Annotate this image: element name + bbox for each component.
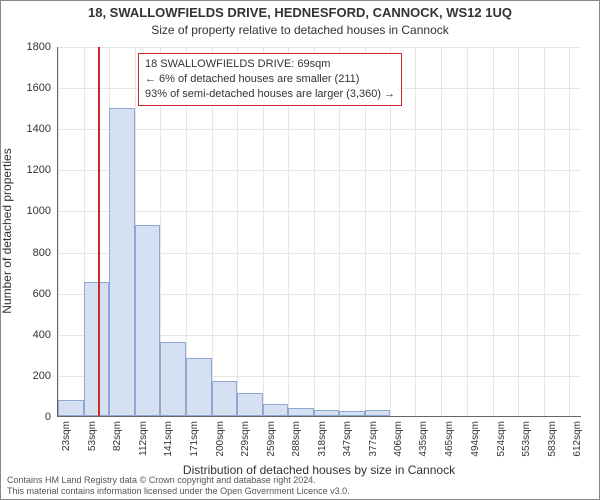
y-tick-label: 1800 xyxy=(7,41,51,53)
y-tick-label: 1400 xyxy=(7,123,51,135)
marker-line xyxy=(98,47,100,416)
footer-attribution: Contains HM Land Registry data © Crown c… xyxy=(7,475,350,497)
gridline-v xyxy=(58,47,59,416)
footer-line: Contains HM Land Registry data © Crown c… xyxy=(7,475,350,486)
y-tick-label: 800 xyxy=(7,247,51,259)
y-tick-label: 0 xyxy=(7,411,51,423)
x-tick-label: 435sqm xyxy=(418,421,429,457)
annotation-box: 18 SWALLOWFIELDS DRIVE: 69sqm← 6% of det… xyxy=(138,53,402,106)
gridline-v xyxy=(467,47,468,416)
gridline-h xyxy=(58,47,581,48)
gridline-v xyxy=(415,47,416,416)
histogram-bar xyxy=(160,342,186,416)
x-tick-label: 524sqm xyxy=(496,421,507,457)
chart-title-main: 18, SWALLOWFIELDS DRIVE, HEDNESFORD, CAN… xyxy=(1,5,599,20)
x-tick-label: 259sqm xyxy=(266,421,277,457)
y-tick-label: 1600 xyxy=(7,82,51,94)
x-tick-label: 406sqm xyxy=(393,421,404,457)
histogram-bar xyxy=(212,381,237,416)
annotation-line: ← 6% of detached houses are smaller (211… xyxy=(145,72,395,87)
x-tick-label: 288sqm xyxy=(291,421,302,457)
x-tick-label: 53sqm xyxy=(87,421,98,451)
histogram-bar xyxy=(84,282,109,416)
x-tick-label: 494sqm xyxy=(470,421,481,457)
x-tick-label: 200sqm xyxy=(215,421,226,457)
histogram-bar xyxy=(339,411,365,416)
gridline-v xyxy=(493,47,494,416)
gridline-h xyxy=(58,211,581,212)
histogram-bar xyxy=(237,393,263,416)
y-tick-label: 200 xyxy=(7,370,51,382)
gridline-v xyxy=(441,47,442,416)
chart-title-sub: Size of property relative to detached ho… xyxy=(1,23,599,37)
x-tick-label: 171sqm xyxy=(189,421,200,457)
y-tick-label: 400 xyxy=(7,329,51,341)
histogram-bar xyxy=(263,404,288,416)
footer-line: This material contains information licen… xyxy=(7,486,350,497)
y-tick-label: 1200 xyxy=(7,164,51,176)
x-tick-label: 229sqm xyxy=(240,421,251,457)
plot-area: 18 SWALLOWFIELDS DRIVE: 69sqm← 6% of det… xyxy=(57,47,581,417)
x-tick-label: 612sqm xyxy=(572,421,583,457)
gridline-v xyxy=(569,47,570,416)
y-tick-label: 1000 xyxy=(7,205,51,217)
histogram-bar xyxy=(288,408,314,416)
x-tick-label: 141sqm xyxy=(163,421,174,457)
x-tick-label: 23sqm xyxy=(61,421,72,451)
histogram-bar xyxy=(58,400,84,416)
annotation-line: 93% of semi-detached houses are larger (… xyxy=(145,87,395,102)
x-tick-label: 347sqm xyxy=(342,421,353,457)
x-tick-label: 553sqm xyxy=(521,421,532,457)
x-tick-label: 377sqm xyxy=(368,421,379,457)
y-tick-label: 600 xyxy=(7,288,51,300)
histogram-bar xyxy=(365,410,390,416)
x-tick-label: 465sqm xyxy=(444,421,455,457)
x-tick-label: 112sqm xyxy=(138,421,149,456)
x-tick-label: 583sqm xyxy=(547,421,558,457)
histogram-bar xyxy=(135,225,160,416)
gridline-v xyxy=(544,47,545,416)
histogram-bar xyxy=(314,410,339,416)
x-tick-label: 318sqm xyxy=(317,421,328,457)
gridline-v xyxy=(518,47,519,416)
x-tick-label: 82sqm xyxy=(112,421,123,451)
chart-container: 18, SWALLOWFIELDS DRIVE, HEDNESFORD, CAN… xyxy=(0,0,600,500)
histogram-bar xyxy=(109,108,135,416)
gridline-h xyxy=(58,170,581,171)
annotation-line: 18 SWALLOWFIELDS DRIVE: 69sqm xyxy=(145,57,395,72)
histogram-bar xyxy=(186,358,211,416)
gridline-h xyxy=(58,129,581,130)
